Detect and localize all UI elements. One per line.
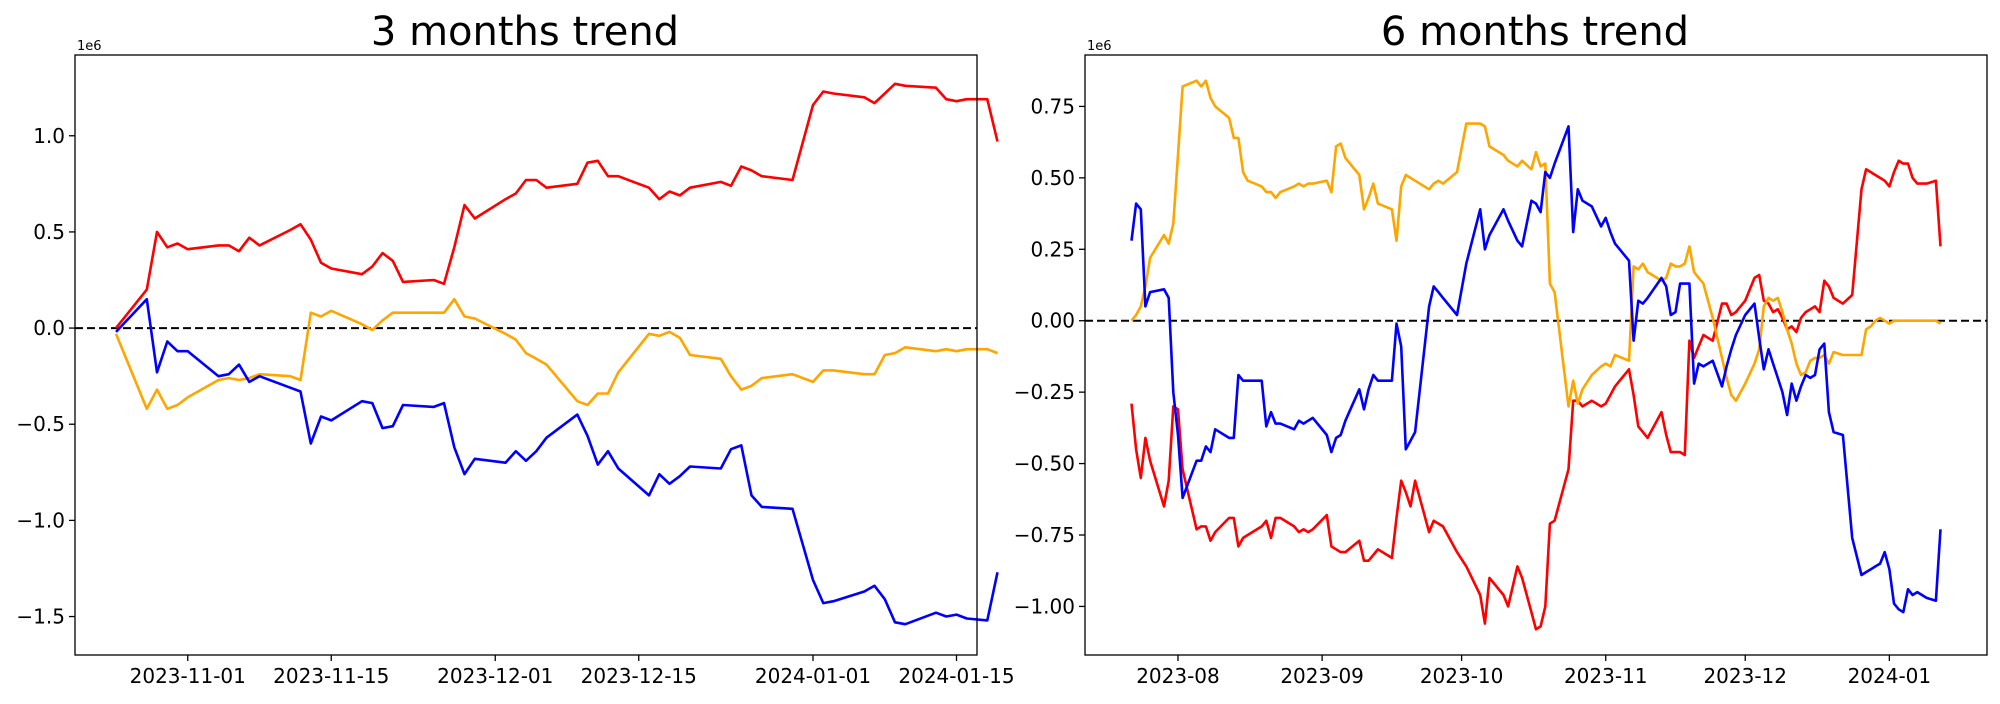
y-tick-label: 0.50 — [1030, 166, 1075, 190]
x-tick-label: 2024-01-15 — [898, 664, 1014, 688]
series-line-3 — [1130, 125, 1942, 614]
x-tick-label: 2023-12 — [1703, 664, 1787, 688]
plot-frame — [1084, 54, 1988, 656]
x-tick-label: 2023-12-01 — [437, 664, 553, 688]
series-line-1 — [1130, 159, 1942, 631]
y-tick-label: −1.5 — [16, 605, 65, 629]
series-line-3 — [115, 297, 999, 626]
series-line-1 — [114, 82, 999, 329]
x-tick-label: 2024-01-01 — [755, 664, 871, 688]
y-axis-offset-label: 1e6 — [77, 39, 102, 54]
y-tick-label: 1.0 — [33, 124, 65, 148]
y-tick-label: −1.0 — [16, 508, 65, 532]
chart-3-months: 3 months trend 1e6 1.0 0.5 0.0 −0.5 −1.0 −1.5… — [16, 9, 1014, 688]
y-tick-label: −0.50 — [1014, 452, 1075, 476]
x-tick-label: 2023-09 — [1280, 664, 1364, 688]
chart-title: 3 months trend — [371, 9, 679, 55]
chart-6-months: 6 months trend 1e6 0.75 0.50 0.25 0.00 −0.25… — [1014, 9, 1988, 688]
y-tick-label: −0.5 — [16, 412, 65, 436]
y-tick-label: 0.00 — [1030, 309, 1075, 333]
y-tick-label: −0.75 — [1014, 523, 1075, 547]
y-tick-label: −0.25 — [1014, 380, 1075, 404]
y-tick-label: 0.25 — [1030, 237, 1075, 261]
x-tick-label: 2023-12-15 — [581, 664, 697, 688]
y-tick-label: −1.00 — [1014, 594, 1075, 618]
x-tick-label: 2023-11-01 — [130, 664, 246, 688]
y-tick-label: 0.5 — [33, 220, 65, 244]
x-tick-label: 2024-01 — [1848, 664, 1932, 688]
y-axis-offset-label: 1e6 — [1087, 39, 1112, 54]
x-tick-label: 2023-10 — [1420, 664, 1504, 688]
y-tick-label: 0.0 — [33, 316, 65, 340]
plot-frame — [74, 54, 978, 656]
x-tick-label: 2023-11-15 — [273, 664, 389, 688]
x-tick-label: 2023-08 — [1136, 664, 1220, 688]
chart-title: 6 months trend — [1381, 9, 1689, 55]
y-tick-label: 0.75 — [1030, 94, 1075, 118]
series-line-2 — [114, 297, 998, 411]
x-tick-label: 2023-11 — [1564, 664, 1648, 688]
series-line-2 — [1130, 79, 1942, 408]
